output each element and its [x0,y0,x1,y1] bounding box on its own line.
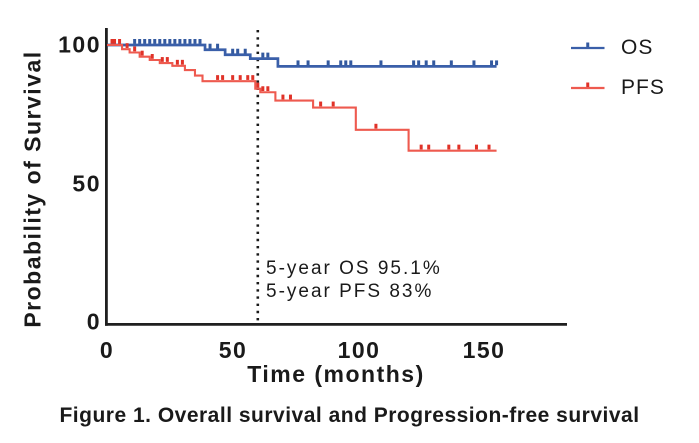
pfs-censor-tick [474,144,478,150]
os-censor-tick [168,39,172,44]
pfs-censor-tick [175,59,179,65]
pfs-censor-tick [221,75,225,80]
pfs-censor-tick [133,46,137,52]
os-censor-tick [472,60,476,66]
os-censor-tick [133,39,137,44]
os-censor-tick [417,60,421,66]
y-tick-label-50: 50 [72,170,101,197]
pfs-censor-tick [457,144,461,150]
os-censor-tick [349,60,353,66]
os-censor-tick [231,48,235,54]
os-censor-tick [344,60,348,66]
pfs-censor-tick [427,144,431,150]
pfs-censor-tick [288,94,292,100]
pfs-censor-tick [331,101,335,107]
y-tick-label-100: 100 [58,31,101,58]
os-censor-tick [449,60,453,66]
pfs-censor-tick [261,86,265,92]
pfs-censor-tick [487,144,491,150]
os-censor-tick [412,60,416,66]
pfs-censor-tick [447,144,451,150]
os-censor-tick [153,39,157,44]
os-censor-tick [143,39,147,44]
x-tick-label-50: 50 [218,337,248,363]
os-censor-tick [326,60,330,66]
pfs-censor-tick [165,57,169,62]
os-censor-tick [138,39,142,44]
os-censor-tick [163,39,167,44]
annotation-block: 5-year OS 95.1% 5-year PFS 83% [266,257,442,303]
os-censor-tick [495,60,499,66]
os-censor-tick [432,60,436,66]
os-censor-tick [266,52,270,58]
annotation-5yr-pfs: 5-year PFS 83% [266,281,434,302]
pfs-censor-tick [118,39,122,44]
pfs-censor-tick [246,75,250,80]
pfs-censor-tick [160,57,164,62]
os-censor-tick [158,39,162,44]
os-censor-tick [208,43,212,49]
pfs-censor-tick [180,59,184,65]
os-censor-tick [193,39,197,44]
y-axis-title: Probability of Survival [19,50,46,328]
os-censor-tick [424,60,428,66]
pfs-censor-tick [150,54,154,59]
os-censor-tick [296,60,300,66]
pfs-censor-tick [113,39,117,44]
os-censor-tick [339,60,343,66]
os-censor-tick [173,39,177,44]
pfs-censor-tick [238,75,242,80]
os-censor-tick [261,52,265,58]
os-censor-tick [148,39,152,44]
os-censor-tick [216,43,220,49]
pfs-censor-tick [319,101,323,107]
os-censor-tick [243,48,247,54]
pfs-curve [107,43,497,152]
os-censor-tick [236,48,240,54]
os-censor-tick [183,39,187,44]
os-censor-tick [306,60,310,66]
pfs-censor-tick [419,144,423,150]
pfs-censor-tick [281,94,285,100]
pfs-censor-tick [251,75,255,80]
pfs-censor-tick [256,82,260,88]
os-censor-tick [379,60,383,66]
pfs-censor-tick [110,39,114,44]
x-axis-title: Time (months) [247,361,425,387]
pfs-censor-tick [140,50,144,56]
pfs-censor-tick [125,43,129,48]
x-tick-label-150: 150 [462,337,506,363]
os-censor-tick [490,60,494,66]
figure-caption: Figure 1. Overall survival and Progressi… [59,404,640,427]
pfs-censor-tick [374,123,378,129]
pfs-censor-tick [231,75,235,80]
pfs-censor-tick [266,86,270,92]
y-tick-label-0: 0 [86,308,101,335]
os-curve [107,43,497,68]
legend-tick-pfs [586,82,590,87]
pfs-censor-tick [216,75,220,80]
legend-tick-os [586,42,590,47]
os-censor-tick [198,39,202,44]
os-censor-tick [178,39,182,44]
os-censor-tick [188,39,192,44]
annotation-5yr-os: 5-year OS 95.1% [266,258,442,279]
x-tick-label-100: 100 [337,337,381,363]
legend-label-os: OS [621,36,654,59]
legend-label-pfs: PFS [621,76,665,99]
x-tick-label-0: 0 [99,337,115,363]
